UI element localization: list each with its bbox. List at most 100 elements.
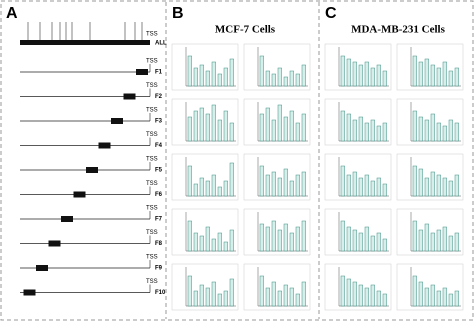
bar	[448, 235, 453, 252]
bar	[223, 290, 228, 307]
bar	[229, 278, 234, 307]
mini-chart-frame	[171, 98, 239, 146]
tss-label: TSS	[146, 255, 158, 261]
bar	[352, 229, 357, 252]
bar	[364, 174, 369, 197]
bar	[217, 73, 222, 87]
bar	[259, 113, 264, 142]
bar	[187, 165, 192, 197]
bar	[289, 180, 294, 197]
bar	[277, 104, 282, 142]
bar	[430, 171, 435, 197]
bar	[340, 110, 345, 142]
bar	[454, 174, 459, 197]
bar	[382, 238, 387, 252]
bar	[454, 67, 459, 87]
bar	[289, 232, 294, 252]
bar	[199, 177, 204, 197]
fragment-box	[98, 142, 111, 149]
tss-label: TSS	[146, 83, 158, 89]
bar	[370, 119, 375, 142]
bar	[430, 232, 435, 252]
bar	[205, 70, 210, 87]
bar	[211, 61, 216, 87]
bar	[376, 232, 381, 252]
bar	[265, 287, 270, 307]
bar	[424, 177, 429, 197]
tss-label: TSS	[146, 132, 158, 138]
bar	[259, 165, 264, 197]
bar	[442, 177, 447, 197]
bar	[265, 70, 270, 87]
bar	[283, 168, 288, 197]
fragment-box	[36, 265, 48, 271]
bar	[418, 281, 423, 307]
bar	[229, 58, 234, 87]
fragment-box	[48, 240, 61, 247]
bar	[412, 110, 417, 142]
mini-chart-frame	[243, 98, 311, 146]
bar	[229, 122, 234, 142]
bar	[217, 119, 222, 142]
bar	[295, 293, 300, 307]
bar	[424, 58, 429, 87]
bar	[199, 107, 204, 142]
bar	[271, 73, 276, 87]
mini-chart-frame	[243, 208, 311, 256]
row-label: ALL	[155, 41, 167, 47]
mini-chart-frame	[396, 43, 464, 91]
mini-chart-frame	[324, 153, 392, 201]
bar	[436, 290, 441, 307]
bar	[283, 76, 288, 87]
bar	[352, 171, 357, 197]
bar	[442, 61, 447, 87]
bar	[217, 293, 222, 307]
bar	[436, 174, 441, 197]
tss-label: TSS	[146, 59, 158, 65]
bar	[442, 125, 447, 142]
bar	[259, 223, 264, 252]
bar	[229, 229, 234, 252]
mini-chart-frame	[171, 153, 239, 201]
bar	[271, 220, 276, 252]
bar	[211, 281, 216, 307]
row-label: F9	[155, 266, 163, 272]
mini-chart-frame	[243, 153, 311, 201]
mini-chart-frame	[243, 263, 311, 311]
row-label: F1	[155, 70, 163, 76]
bar	[199, 235, 204, 252]
panel-title: MCF-7 Cells	[215, 24, 276, 36]
bar	[412, 220, 417, 252]
bar	[271, 119, 276, 142]
bar	[187, 220, 192, 252]
row-label: F4	[155, 143, 163, 149]
bar	[346, 278, 351, 307]
tss-label: TSS	[146, 157, 158, 163]
bar	[223, 180, 228, 197]
bar	[364, 122, 369, 142]
bar	[448, 180, 453, 197]
fragment-box	[86, 167, 98, 173]
bar	[205, 113, 210, 142]
mini-chart-frame	[396, 208, 464, 256]
fragment-box	[123, 93, 136, 100]
bar	[358, 116, 363, 142]
bar	[187, 275, 192, 307]
bar	[376, 177, 381, 197]
bar	[382, 122, 387, 142]
bar	[271, 171, 276, 197]
bar	[211, 174, 216, 197]
bar	[346, 174, 351, 197]
bar	[193, 290, 198, 307]
bar	[346, 58, 351, 87]
bar	[412, 275, 417, 307]
bar	[430, 284, 435, 307]
bar	[370, 67, 375, 87]
bar	[364, 226, 369, 252]
bar	[295, 226, 300, 252]
bar	[370, 284, 375, 307]
bar	[412, 55, 417, 87]
fragment-box	[111, 118, 123, 124]
row-label: F2	[155, 94, 163, 100]
bar	[352, 281, 357, 307]
